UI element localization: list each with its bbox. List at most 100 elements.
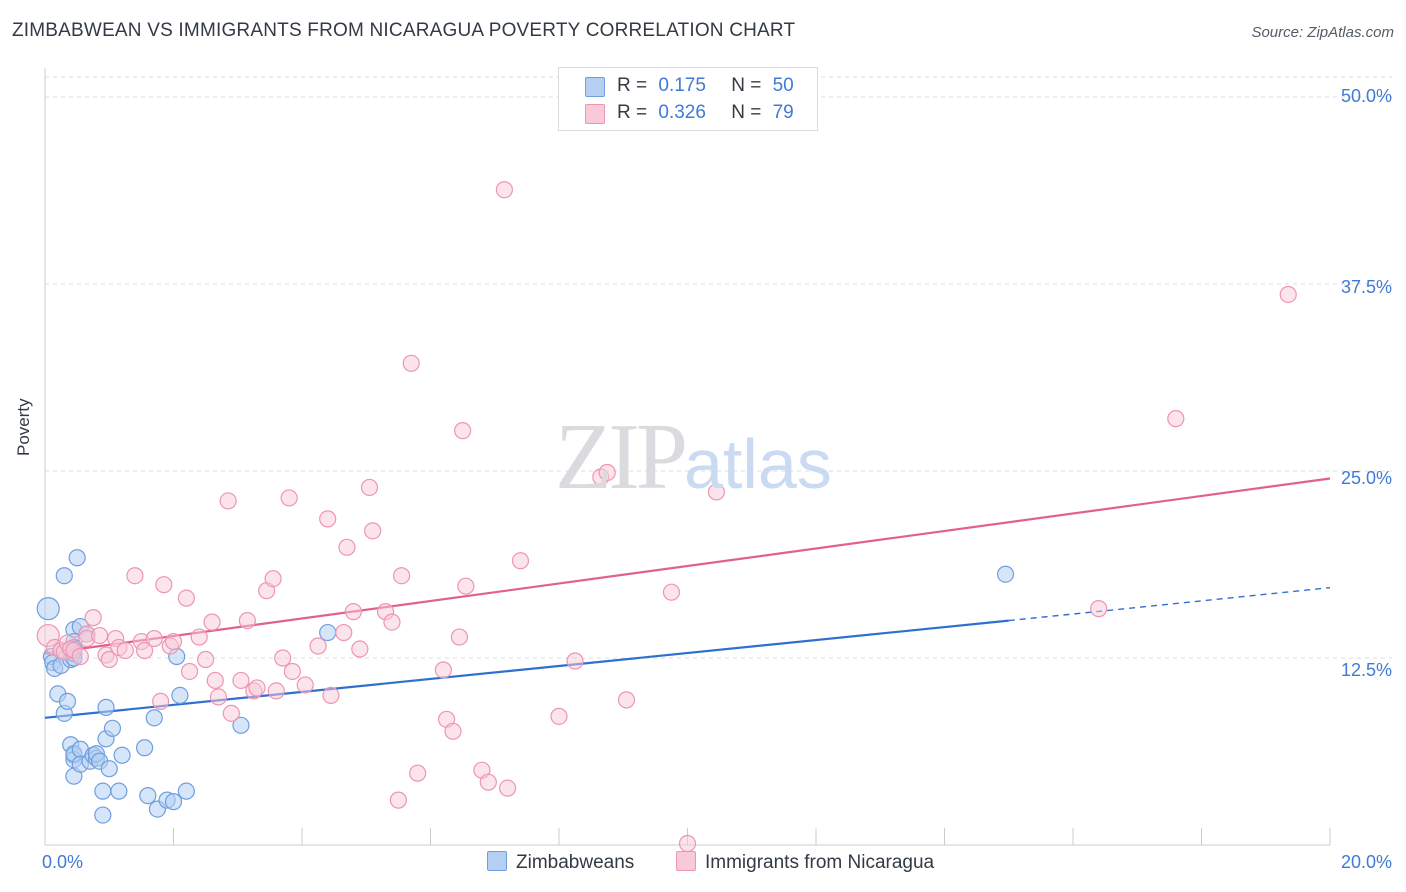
- zimbabweans-point: [164, 793, 183, 811]
- nicaragua-point: [274, 649, 292, 667]
- correlation-legend: R = 0.175 N = 50 R = 0.326 N = 79: [558, 67, 818, 131]
- nicaragua-point: [135, 641, 154, 660]
- y-tick-label-50: 50.0%: [1340, 86, 1392, 106]
- zimbabweans-point: [232, 716, 250, 734]
- watermark: ZIPatlas: [555, 405, 832, 509]
- zimbabweans-point: [68, 549, 86, 567]
- nicaragua-point: [296, 676, 314, 694]
- chart-title: ZIMBABWEAN VS IMMIGRANTS FROM NICARAGUA …: [12, 20, 796, 41]
- zimbabweans-trend-extension: [1008, 586, 1331, 622]
- zimbabweans-trend-line: [44, 619, 1009, 719]
- legend-n-value: 50: [772, 75, 794, 96]
- nicaragua-point: [164, 632, 183, 651]
- legend-item-nicaragua: Immigrants from Nicaragua: [676, 851, 934, 874]
- y-tick-label-37-5: 37.5%: [1340, 277, 1392, 297]
- zimbabweans-point: [58, 692, 77, 710]
- zimbabweans-point: [171, 686, 189, 705]
- zimbabweans-point: [97, 698, 115, 716]
- nicaragua-point: [116, 641, 134, 660]
- nicaragua-point: [177, 589, 195, 607]
- zimbabweans-point: [36, 597, 60, 621]
- legend-r-label: R =: [617, 102, 648, 123]
- nicaragua-point: [351, 640, 369, 658]
- nicaragua-point: [1167, 410, 1185, 428]
- nicaragua-point: [450, 628, 469, 646]
- nicaragua-point: [550, 707, 568, 725]
- zimbabweans-point: [103, 719, 122, 737]
- zimbabweans-point: [139, 787, 157, 805]
- nicaragua-point: [190, 628, 208, 646]
- nicaragua-point: [145, 629, 163, 648]
- nicaragua-point: [402, 354, 420, 372]
- nicaragua-point: [152, 692, 170, 710]
- zimbabweans-point: [996, 565, 1015, 583]
- legend-r-label: R =: [617, 75, 648, 96]
- legend-n-label: N =: [731, 102, 762, 123]
- nicaragua-point: [457, 577, 475, 595]
- zimbabweans-point: [135, 739, 154, 757]
- series-legend: Zimbabweans Immigrants from Nicaragua: [0, 851, 1406, 877]
- nicaragua-point: [280, 489, 298, 507]
- nicaragua-point: [322, 686, 340, 705]
- nicaragua-point: [203, 613, 221, 631]
- legend-swatch-pink: [585, 104, 605, 124]
- source-label: Source: ZipAtlas.com: [1251, 24, 1394, 41]
- nicaragua-point: [479, 773, 497, 791]
- nicaragua-point: [678, 834, 697, 853]
- nicaragua-point: [319, 510, 337, 528]
- nicaragua-point: [126, 567, 144, 585]
- nicaragua-point: [454, 422, 472, 440]
- nicaragua-point: [91, 626, 109, 645]
- legend-label-nicaragua: Immigrants from Nicaragua: [705, 852, 935, 873]
- nicaragua-point: [100, 650, 118, 669]
- legend-swatch-blue: [487, 851, 507, 871]
- nicaragua-point: [389, 791, 407, 809]
- nicaragua-point: [360, 478, 379, 497]
- nicaragua-point: [209, 688, 228, 706]
- nicaragua-point: [71, 647, 89, 666]
- zimbabweans-point: [319, 623, 337, 642]
- nicaragua-point: [335, 623, 353, 642]
- legend-n-value: 79: [772, 102, 794, 123]
- nicaragua-point: [409, 764, 427, 782]
- y-tick-label-12-5: 12.5%: [1340, 660, 1392, 680]
- legend-swatch-blue: [585, 77, 605, 97]
- nicaragua-point: [662, 583, 681, 601]
- zimbabweans-point: [113, 746, 131, 764]
- nicaragua-point: [707, 483, 726, 501]
- legend-label-zimbabweans: Zimbabweans: [516, 852, 635, 873]
- nicaragua-point: [232, 671, 250, 690]
- nicaragua-point: [155, 576, 173, 594]
- zimbabweans-point: [145, 709, 163, 727]
- nicaragua-point: [206, 671, 224, 690]
- nicaragua-point: [566, 652, 584, 670]
- zimbabweans-point: [55, 567, 73, 585]
- zimbabweans-point: [94, 782, 112, 800]
- nicaragua-point: [364, 522, 382, 540]
- nicaragua-point: [617, 691, 636, 709]
- zimbabweans-point: [110, 782, 128, 800]
- nicaragua-point: [392, 567, 411, 585]
- nicaragua-point: [219, 492, 237, 510]
- nicaragua-point: [511, 552, 530, 570]
- nicaragua-point: [222, 704, 240, 722]
- zimbabweans-point: [100, 760, 118, 778]
- nicaragua-point: [338, 538, 356, 556]
- legend-r-value: 0.175: [658, 75, 706, 96]
- nicaragua-point: [238, 611, 256, 630]
- nicaragua-point: [309, 637, 327, 655]
- nicaragua-point: [283, 662, 301, 681]
- nicaragua-point: [499, 779, 517, 797]
- nicaragua-point: [344, 603, 362, 621]
- nicaragua-point: [598, 463, 616, 482]
- nicaragua-point: [444, 722, 462, 740]
- x-tick-label-max: 20.0%: [1340, 852, 1392, 872]
- trend-lines: [44, 477, 1331, 719]
- x-tick-label-min: 0.0%: [42, 852, 84, 872]
- gridlines: [45, 76, 1392, 659]
- nicaragua-point: [495, 181, 513, 199]
- nicaragua-point: [84, 609, 102, 627]
- legend-r-value: 0.326: [658, 102, 706, 123]
- legend-item-zimbabweans: Zimbabweans: [487, 851, 634, 874]
